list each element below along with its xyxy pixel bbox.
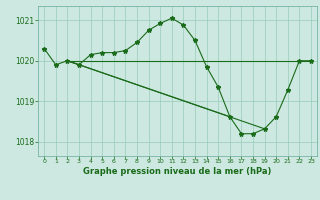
X-axis label: Graphe pression niveau de la mer (hPa): Graphe pression niveau de la mer (hPa) [84, 167, 272, 176]
